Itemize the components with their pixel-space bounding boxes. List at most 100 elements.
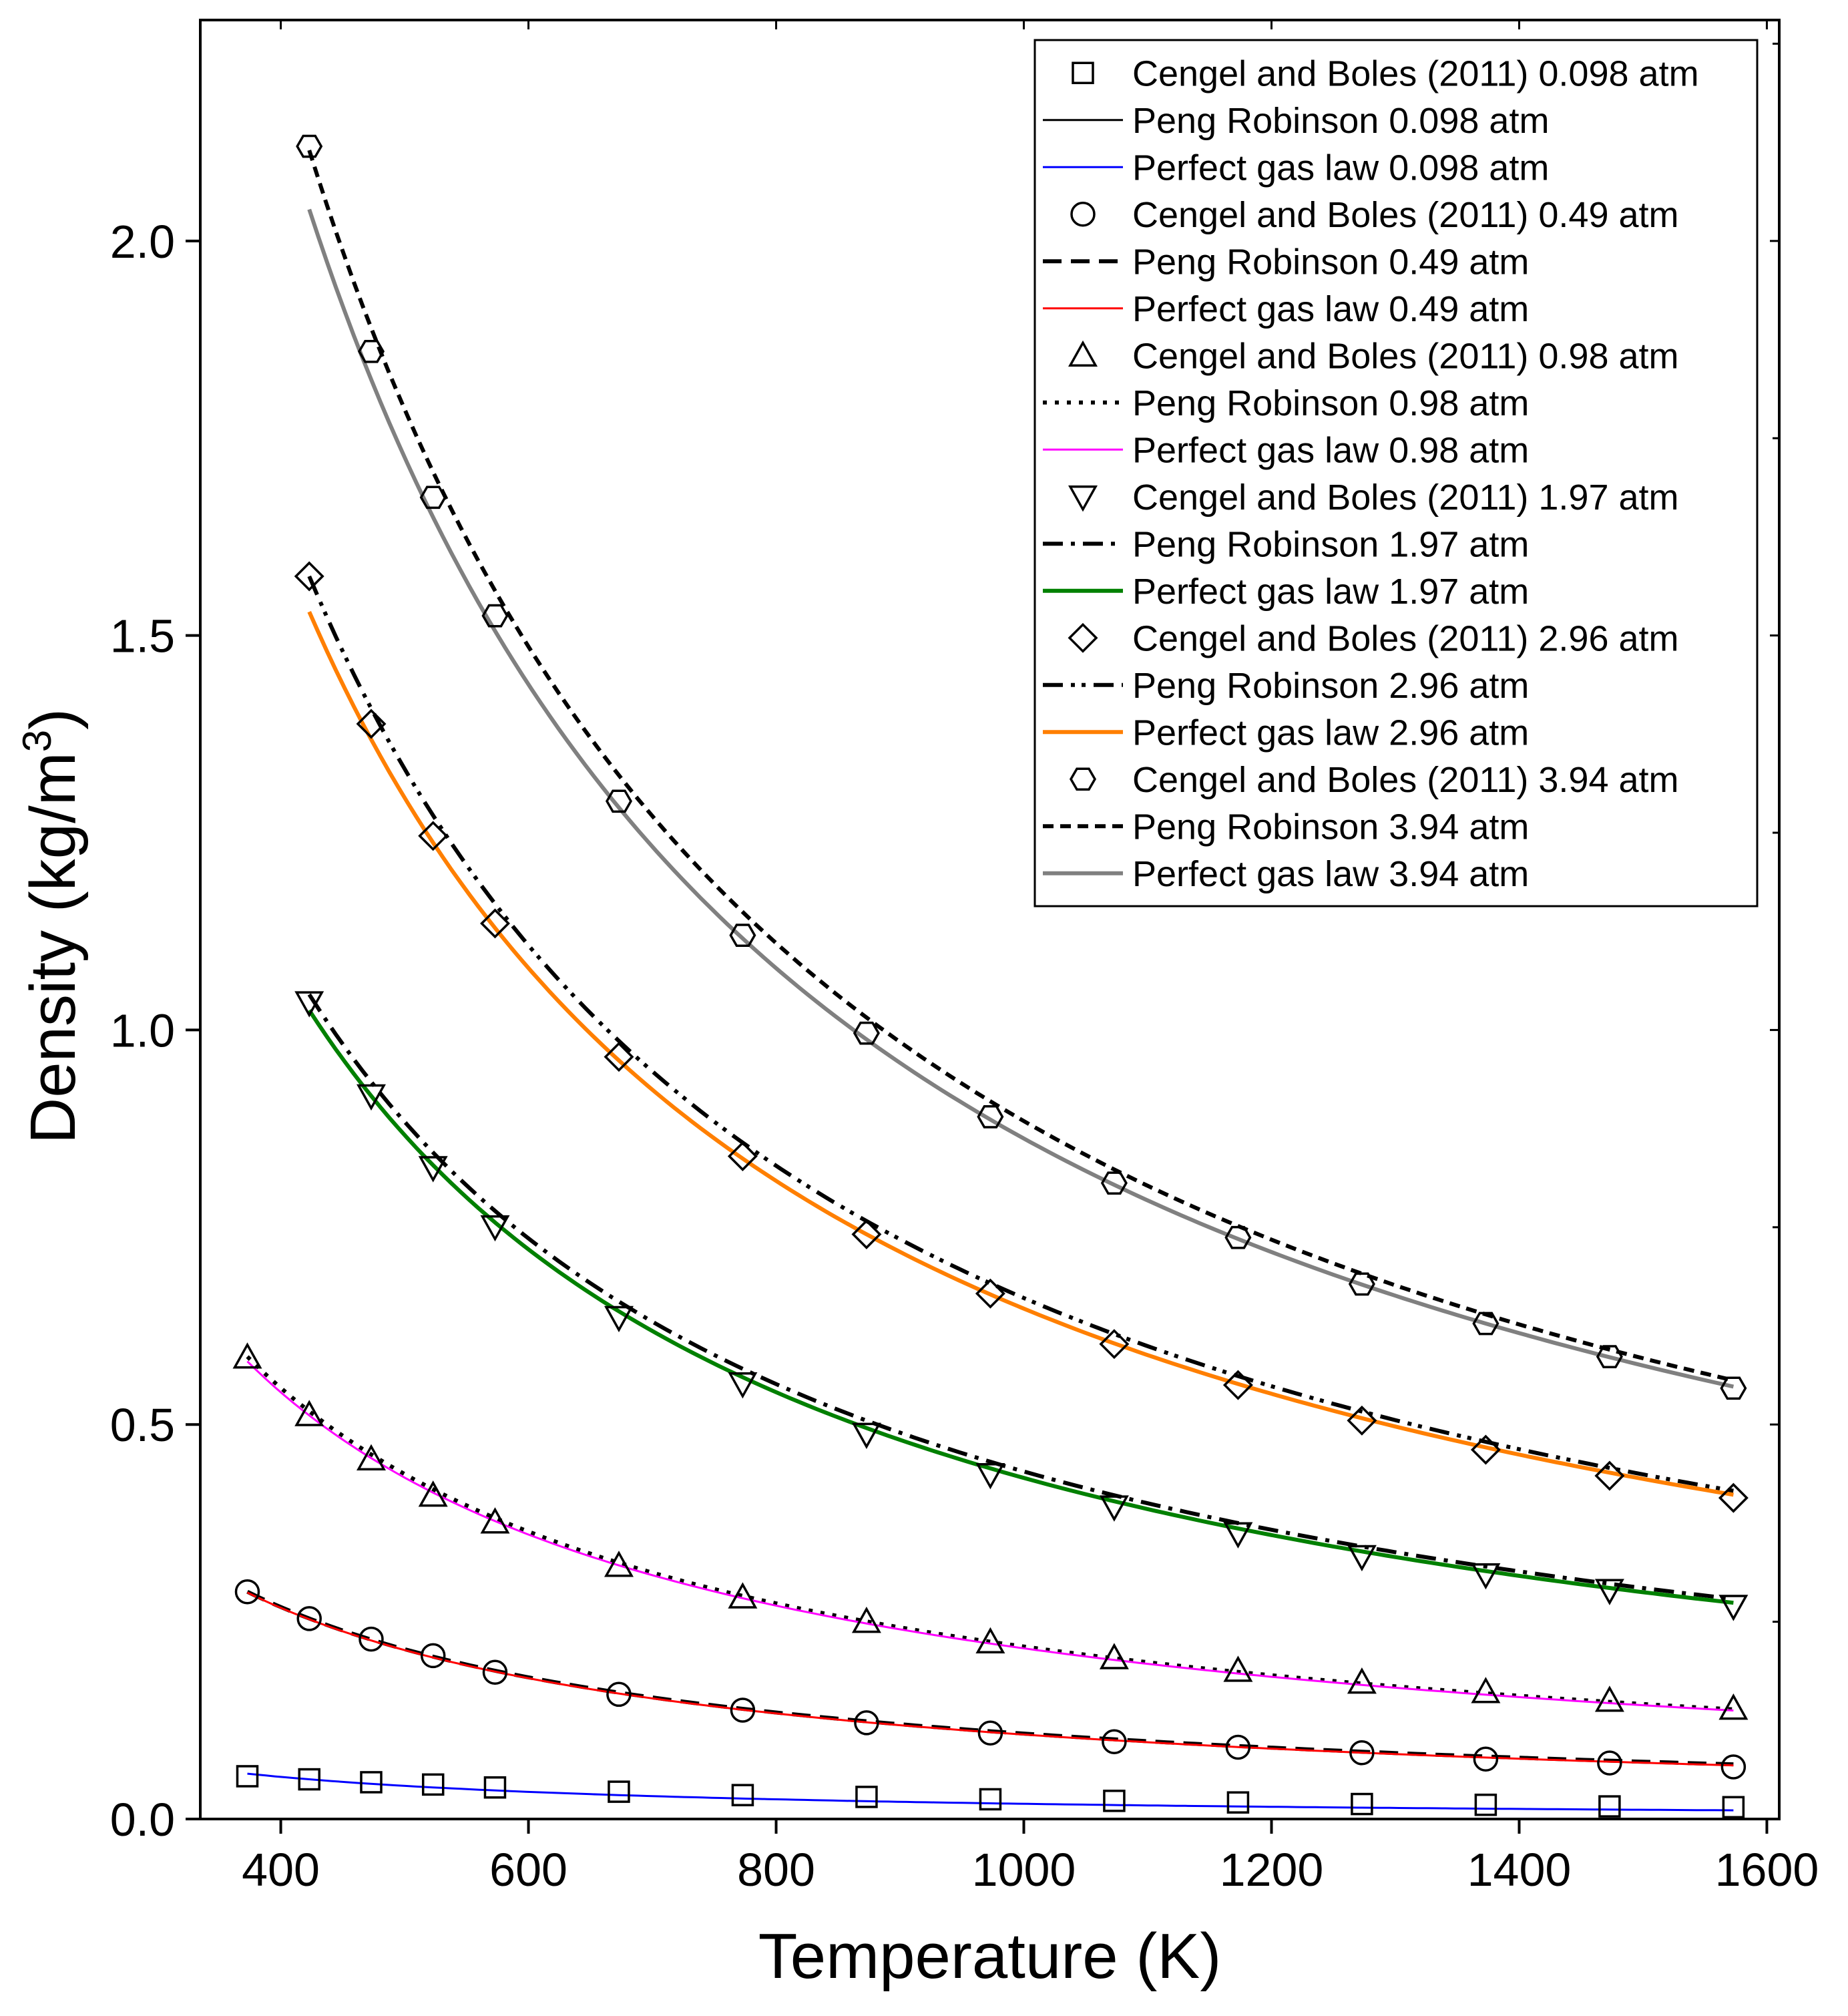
data-point-triangle-up [1594,1685,1624,1712]
data-point-hexagon [419,485,447,510]
curve-perfect-gas-law-0-49-atm [246,1591,1734,1767]
axes-layer: 400 600 800 1000 1200 1400 1600 0.0 0.5 1.0 1.5 2.0 [110,20,1819,1896]
data-point-triangle-up [1471,1677,1501,1703]
legend-symbol-triangle-up [1068,340,1098,367]
y-tick-label: 2.0 [110,216,175,268]
legend-box [1033,39,1759,908]
data-point-triangle-up [418,1480,448,1507]
data-point-diamond [727,1141,758,1171]
data-point-hexagon [729,924,756,947]
data-point-hexagon [605,789,633,813]
data-point-triangle-down [294,991,324,1018]
data-point-square [1474,1793,1497,1816]
data-point-hexagon [1100,1171,1128,1195]
data-point-triangle-down [728,1372,758,1399]
data-point-circle [854,1710,879,1736]
data-point-hexagon [357,339,385,363]
data-point-triangle-up [232,1342,262,1369]
data-point-circle [296,1606,322,1631]
x-tick-label: 1000 [972,1844,1076,1896]
data-point-square [483,1776,507,1799]
legend-symbol-square [1072,61,1094,84]
legend-label: Cengel and Boles (2011) 0.98 atm [1132,336,1679,376]
legend-symbol-hexagon [1069,767,1097,791]
legend-label: Cengel and Boles (2011) 3.94 atm [1132,760,1679,800]
y-tick-label: 1.0 [110,1004,175,1056]
x-tick-label: 1400 [1467,1844,1572,1896]
legend-label: Peng Robinson 3.94 atm [1132,807,1529,847]
data-point-circle [359,1626,384,1652]
data-point-diamond [975,1278,1005,1309]
y-axis-title-main: Density (kg/m [17,752,89,1144]
legend-label: Peng Robinson 0.49 atm [1132,242,1529,282]
data-point-square [236,1765,259,1788]
data-point-diamond [1594,1460,1625,1491]
data-point-diamond [418,821,449,851]
x-tick-label: 400 [242,1844,320,1896]
y-tick-label: 0.5 [110,1399,175,1451]
legend-symbol-triangle-down [1068,485,1098,512]
legend-label: Peng Robinson 1.97 atm [1132,524,1529,564]
data-point-triangle-down [357,1084,386,1111]
data-point-triangle-up [1099,1643,1129,1669]
data-point-hexagon [296,134,323,158]
data-point-circle [1597,1750,1622,1776]
data-point-triangle-up [294,1400,324,1426]
legend-label: Peng Robinson 0.098 atm [1132,101,1549,141]
data-point-circle [606,1681,632,1707]
markers-layer [232,134,1749,1819]
data-point-triangle-up [1347,1667,1377,1694]
legend-symbol-diamond [1068,622,1098,653]
data-point-square [979,1788,1002,1811]
data-point-triangle-down [1594,1579,1624,1605]
data-point-diamond [1347,1405,1377,1436]
data-point-hexagon [977,1105,1004,1129]
data-point-square [360,1771,383,1794]
legend-label: Cengel and Boles (2011) 1.97 atm [1132,477,1679,518]
data-point-triangle-down [604,1305,634,1333]
y-tick-label: 0.0 [110,1794,175,1846]
legend-label: Perfect gas law 0.49 atm [1132,289,1529,329]
x-tick-label: 600 [489,1844,567,1896]
data-point-hexagon [1596,1345,1623,1368]
legend-label: Perfect gas law 2.96 atm [1132,713,1529,753]
curve-perfect-gas-law-1-97-atm [307,1009,1734,1605]
data-point-circle [420,1643,446,1669]
data-point-diamond [1099,1329,1130,1360]
data-point-circle [234,1579,260,1605]
data-point-diamond [604,1042,634,1072]
legend-label: Cengel and Boles (2011) 0.49 atm [1132,195,1679,235]
data-point-hexagon [481,604,509,628]
data-point-hexagon [1224,1225,1252,1249]
data-point-triangle-up [851,1607,881,1633]
curve-peng-robinson-2-96-atm [307,575,1734,1493]
y-axis-title: Density (kg/m3) [15,709,89,1144]
data-point-triangle-up [1223,1655,1253,1682]
data-point-square [1351,1792,1373,1816]
data-point-diamond [294,561,324,592]
curve-perfect-gas-law-2-96-atm [307,610,1734,1497]
legend-label: Perfect gas law 3.94 atm [1132,854,1529,894]
data-point-circle [1349,1740,1375,1766]
data-point-circle [977,1720,1003,1746]
legend-symbol-circle [1070,202,1096,227]
data-point-diamond [480,908,510,939]
legend-label: Cengel and Boles (2011) 2.96 atm [1132,618,1679,658]
data-point-circle [482,1659,508,1685]
data-point-diamond [356,709,387,739]
data-point-triangle-down [1223,1522,1253,1549]
data-point-triangle-up [480,1507,510,1534]
data-point-triangle-down [851,1422,881,1449]
legend-label: Peng Robinson 0.98 atm [1132,383,1529,423]
data-point-triangle-down [1099,1495,1129,1522]
x-tick-label: 1600 [1715,1844,1819,1896]
x-tick-label: 800 [737,1844,815,1896]
data-point-circle [1720,1754,1747,1780]
legend-label: Perfect gas law 1.97 atm [1132,572,1529,612]
x-axis-title: Temperature (K) [758,1921,1222,1992]
data-point-square [1722,1796,1745,1819]
curve-perfect-gas-law-0-098-atm [247,1772,1734,1812]
data-point-diamond [851,1219,882,1249]
data-point-square [1598,1795,1621,1818]
